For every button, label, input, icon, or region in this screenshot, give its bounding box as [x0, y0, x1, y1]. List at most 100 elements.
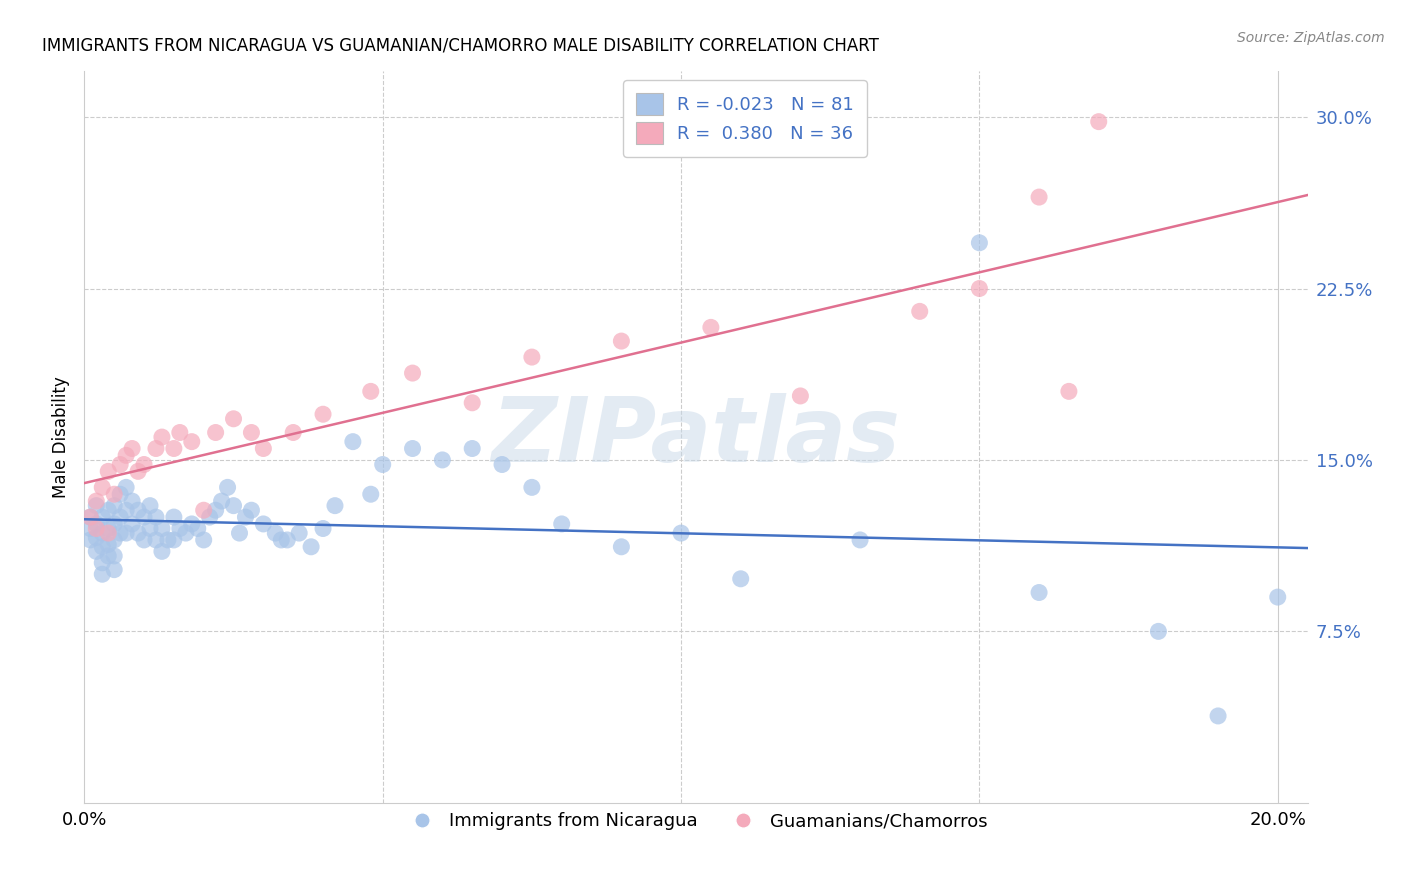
Point	[669, 526, 692, 541]
Point	[127, 464, 149, 478]
Point	[103, 516, 125, 531]
Point	[115, 503, 138, 517]
Point	[84, 544, 107, 558]
Point	[461, 442, 484, 456]
Point	[193, 503, 215, 517]
Point	[91, 526, 114, 541]
Point	[700, 320, 723, 334]
Point	[169, 425, 191, 440]
Point	[121, 516, 143, 531]
Point	[127, 526, 149, 541]
Point	[360, 384, 382, 399]
Y-axis label: Male Disability: Male Disability	[52, 376, 70, 498]
Point	[139, 521, 162, 535]
Point	[103, 533, 125, 547]
Point	[108, 458, 131, 472]
Point	[163, 510, 186, 524]
Point	[288, 526, 311, 541]
Point	[121, 494, 143, 508]
Point	[211, 494, 233, 508]
Point	[461, 396, 484, 410]
Point	[108, 487, 131, 501]
Legend: Immigrants from Nicaragua, Guamanians/Chamorros: Immigrants from Nicaragua, Guamanians/Ch…	[396, 805, 995, 838]
Point	[217, 480, 239, 494]
Point	[240, 503, 263, 517]
Point	[97, 464, 120, 478]
Point	[789, 389, 811, 403]
Point	[84, 531, 107, 545]
Point	[79, 510, 101, 524]
Point	[103, 563, 125, 577]
Point	[228, 526, 250, 541]
Point	[908, 304, 931, 318]
Point	[97, 526, 120, 541]
Point	[551, 516, 574, 531]
Point	[132, 458, 155, 472]
Point	[401, 366, 423, 380]
Point	[240, 425, 263, 440]
Point	[97, 503, 120, 517]
Point	[1267, 590, 1289, 604]
Point	[84, 499, 107, 513]
Point	[132, 533, 155, 547]
Point	[139, 499, 162, 513]
Point	[187, 521, 209, 535]
Point	[283, 425, 305, 440]
Point	[193, 533, 215, 547]
Point	[127, 503, 149, 517]
Point	[115, 480, 138, 494]
Text: Source: ZipAtlas.com: Source: ZipAtlas.com	[1237, 31, 1385, 45]
Point	[103, 549, 125, 563]
Point	[91, 556, 114, 570]
Point	[204, 503, 226, 517]
Point	[342, 434, 364, 449]
Point	[180, 434, 202, 449]
Point	[163, 442, 186, 456]
Point	[121, 442, 143, 456]
Point	[849, 533, 872, 547]
Point	[371, 458, 394, 472]
Point	[91, 510, 114, 524]
Point	[91, 567, 114, 582]
Point	[150, 430, 173, 444]
Point	[79, 510, 101, 524]
Point	[145, 533, 167, 547]
Point	[79, 533, 101, 547]
Point	[97, 537, 120, 551]
Point	[276, 533, 298, 547]
Point	[312, 407, 335, 421]
Point	[204, 425, 226, 440]
Point	[610, 334, 633, 348]
Point	[520, 350, 543, 364]
Point	[91, 540, 114, 554]
Point	[103, 487, 125, 501]
Point	[103, 499, 125, 513]
Point	[312, 521, 335, 535]
Point	[156, 533, 179, 547]
Point	[115, 526, 138, 541]
Point	[222, 499, 245, 513]
Point	[145, 442, 167, 456]
Text: IMMIGRANTS FROM NICARAGUA VS GUAMANIAN/CHAMORRO MALE DISABILITY CORRELATION CHAR: IMMIGRANTS FROM NICARAGUA VS GUAMANIAN/C…	[42, 37, 879, 54]
Point	[91, 480, 114, 494]
Point	[252, 516, 274, 531]
Point	[79, 521, 101, 535]
Point	[132, 510, 155, 524]
Point	[1057, 384, 1080, 399]
Point	[180, 516, 202, 531]
Point	[969, 281, 991, 295]
Point	[108, 526, 131, 541]
Point	[270, 533, 292, 547]
Point	[520, 480, 543, 494]
Point	[323, 499, 346, 513]
Point	[264, 526, 287, 541]
Point	[169, 521, 191, 535]
Point	[115, 449, 138, 463]
Point	[1206, 709, 1229, 723]
Point	[1028, 190, 1050, 204]
Point	[1087, 114, 1109, 128]
Point	[97, 549, 120, 563]
Point	[969, 235, 991, 250]
Point	[145, 510, 167, 524]
Point	[198, 510, 221, 524]
